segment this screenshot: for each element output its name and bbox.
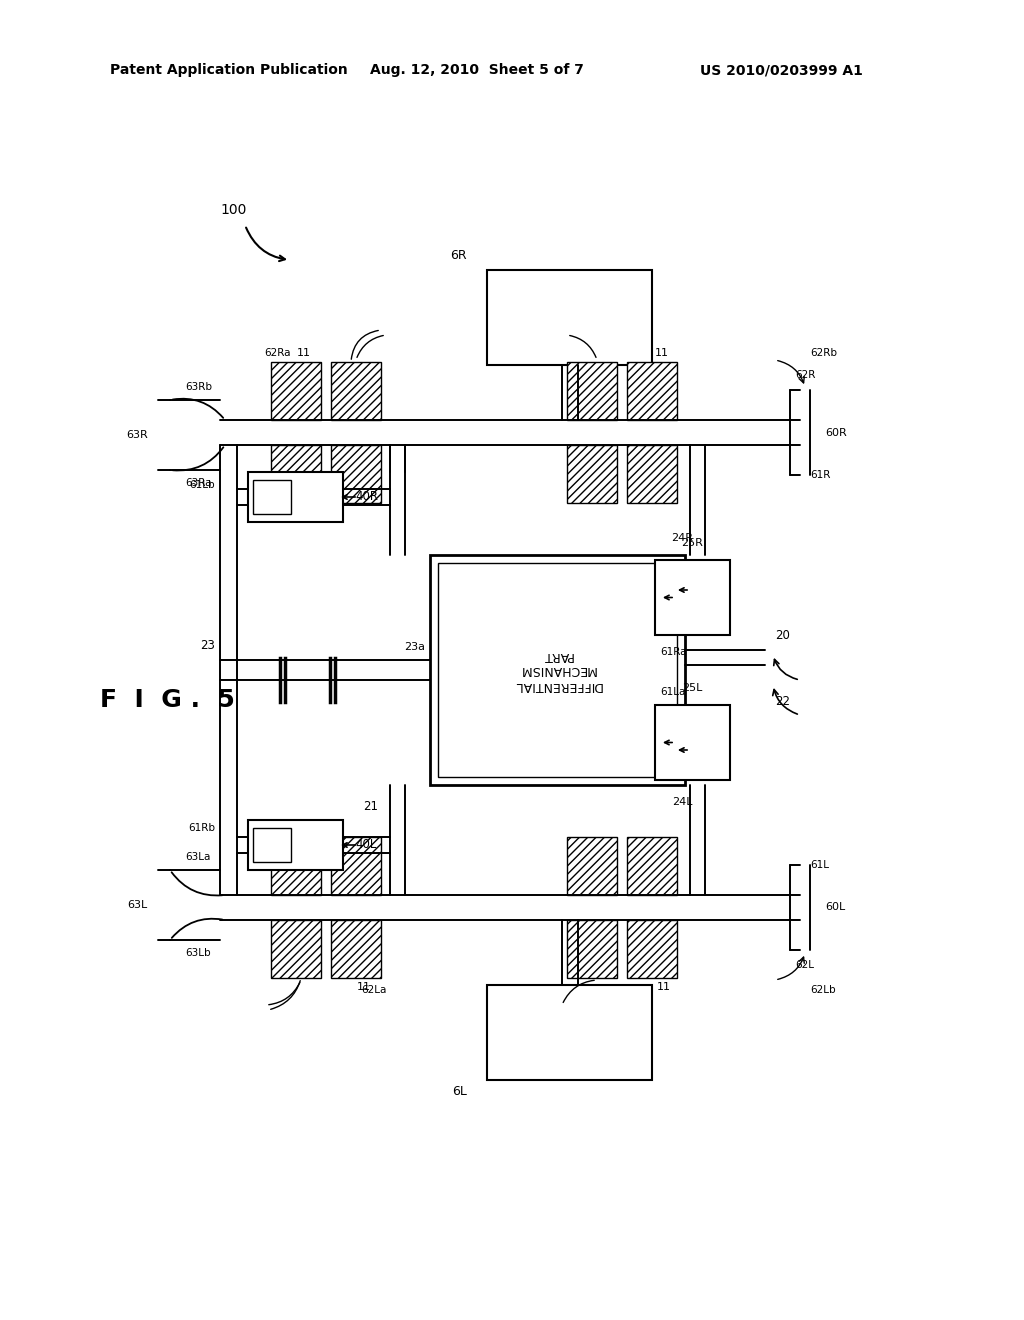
Text: 24R: 24R xyxy=(671,533,693,543)
Bar xyxy=(627,920,677,978)
Text: 25L: 25L xyxy=(682,682,702,693)
Text: 63La: 63La xyxy=(185,851,210,862)
Text: 63Lb: 63Lb xyxy=(185,948,211,958)
Bar xyxy=(627,837,677,895)
Text: 24L: 24L xyxy=(672,797,692,807)
Text: 20: 20 xyxy=(775,630,790,642)
Text: 61L: 61L xyxy=(810,861,829,870)
Text: 62La: 62La xyxy=(361,985,386,995)
Bar xyxy=(271,445,321,503)
Bar xyxy=(271,920,321,978)
Text: Aug. 12, 2010  Sheet 5 of 7: Aug. 12, 2010 Sheet 5 of 7 xyxy=(370,63,584,77)
Text: 62Ra: 62Ra xyxy=(264,348,291,358)
Text: 61La: 61La xyxy=(660,686,685,697)
Text: 61R: 61R xyxy=(810,470,830,480)
Text: 62L: 62L xyxy=(795,960,814,970)
Text: Patent Application Publication: Patent Application Publication xyxy=(110,63,348,77)
Text: 40R: 40R xyxy=(355,491,378,503)
Text: 63R: 63R xyxy=(126,430,148,440)
Text: 60R: 60R xyxy=(825,428,847,437)
Text: 61Lb: 61Lb xyxy=(189,480,215,490)
Bar xyxy=(430,554,685,785)
Text: 61Ra: 61Ra xyxy=(660,647,686,657)
Bar xyxy=(331,362,381,420)
Text: 11: 11 xyxy=(297,348,311,358)
Bar xyxy=(567,362,617,420)
Bar xyxy=(331,445,381,503)
Text: 6R: 6R xyxy=(451,249,467,261)
Text: 62Rb: 62Rb xyxy=(810,348,837,358)
Bar xyxy=(567,837,617,895)
Text: 63Ra: 63Ra xyxy=(185,478,212,488)
Text: 22: 22 xyxy=(775,696,790,708)
Bar xyxy=(248,820,343,870)
Bar xyxy=(248,473,343,521)
Text: 6L: 6L xyxy=(453,1085,467,1098)
Bar xyxy=(438,564,677,777)
Bar xyxy=(655,560,730,635)
Text: 100: 100 xyxy=(220,203,247,216)
Bar xyxy=(487,271,652,366)
Text: 62Lb: 62Lb xyxy=(810,985,836,995)
Text: 61Rb: 61Rb xyxy=(188,822,215,833)
Text: 11: 11 xyxy=(357,982,371,993)
Text: US 2010/0203999 A1: US 2010/0203999 A1 xyxy=(700,63,863,77)
Text: 25R: 25R xyxy=(682,539,703,548)
Text: DIFFERENTIAL
MECHANISM
PART: DIFFERENTIAL MECHANISM PART xyxy=(513,648,602,692)
Bar xyxy=(567,445,617,503)
Bar xyxy=(271,837,321,895)
Bar xyxy=(253,480,291,513)
Bar xyxy=(567,920,617,978)
Text: 60L: 60L xyxy=(825,903,845,912)
Bar xyxy=(655,705,730,780)
Text: 62R: 62R xyxy=(795,370,815,380)
Bar xyxy=(487,985,652,1080)
Text: 21: 21 xyxy=(362,800,378,813)
Text: 23a: 23a xyxy=(404,642,426,652)
Bar xyxy=(331,837,381,895)
Text: F  I  G .  5: F I G . 5 xyxy=(100,688,234,711)
Text: 23: 23 xyxy=(200,639,215,652)
Text: 63Rb: 63Rb xyxy=(185,381,212,392)
Text: 40L: 40L xyxy=(355,838,377,851)
Text: 11: 11 xyxy=(657,982,671,993)
Bar xyxy=(627,362,677,420)
Text: 63L: 63L xyxy=(128,900,148,909)
Bar xyxy=(253,828,291,862)
Bar xyxy=(331,920,381,978)
Bar xyxy=(271,362,321,420)
Text: 11: 11 xyxy=(655,348,669,358)
Bar xyxy=(627,445,677,503)
